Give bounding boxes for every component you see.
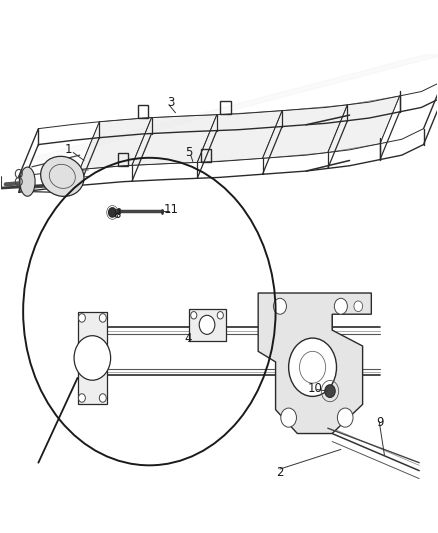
Circle shape [109,208,116,217]
Ellipse shape [20,167,35,196]
Text: 10: 10 [307,382,322,395]
Polygon shape [78,312,107,405]
Text: 11: 11 [164,203,179,216]
Circle shape [281,408,297,427]
Ellipse shape [41,156,84,196]
Circle shape [199,316,215,334]
Polygon shape [80,118,152,169]
Circle shape [78,394,85,402]
Text: 8: 8 [113,208,120,221]
Polygon shape [262,105,347,158]
Circle shape [78,314,85,322]
Polygon shape [132,115,217,165]
Circle shape [191,312,197,319]
Circle shape [217,312,223,319]
Circle shape [334,298,347,314]
Text: 1: 1 [65,143,73,156]
Circle shape [325,385,335,398]
Circle shape [74,336,111,380]
Text: 9: 9 [376,416,384,430]
Polygon shape [328,96,399,152]
Text: 4: 4 [185,332,192,344]
Polygon shape [197,111,282,163]
Circle shape [289,338,336,397]
Circle shape [99,394,106,402]
Circle shape [337,408,353,427]
Circle shape [99,314,106,322]
Circle shape [273,298,286,314]
Text: 2: 2 [276,466,284,479]
Text: 3: 3 [167,95,175,109]
Circle shape [354,301,363,312]
Polygon shape [188,309,226,341]
Polygon shape [258,293,371,433]
Text: 5: 5 [185,146,192,159]
